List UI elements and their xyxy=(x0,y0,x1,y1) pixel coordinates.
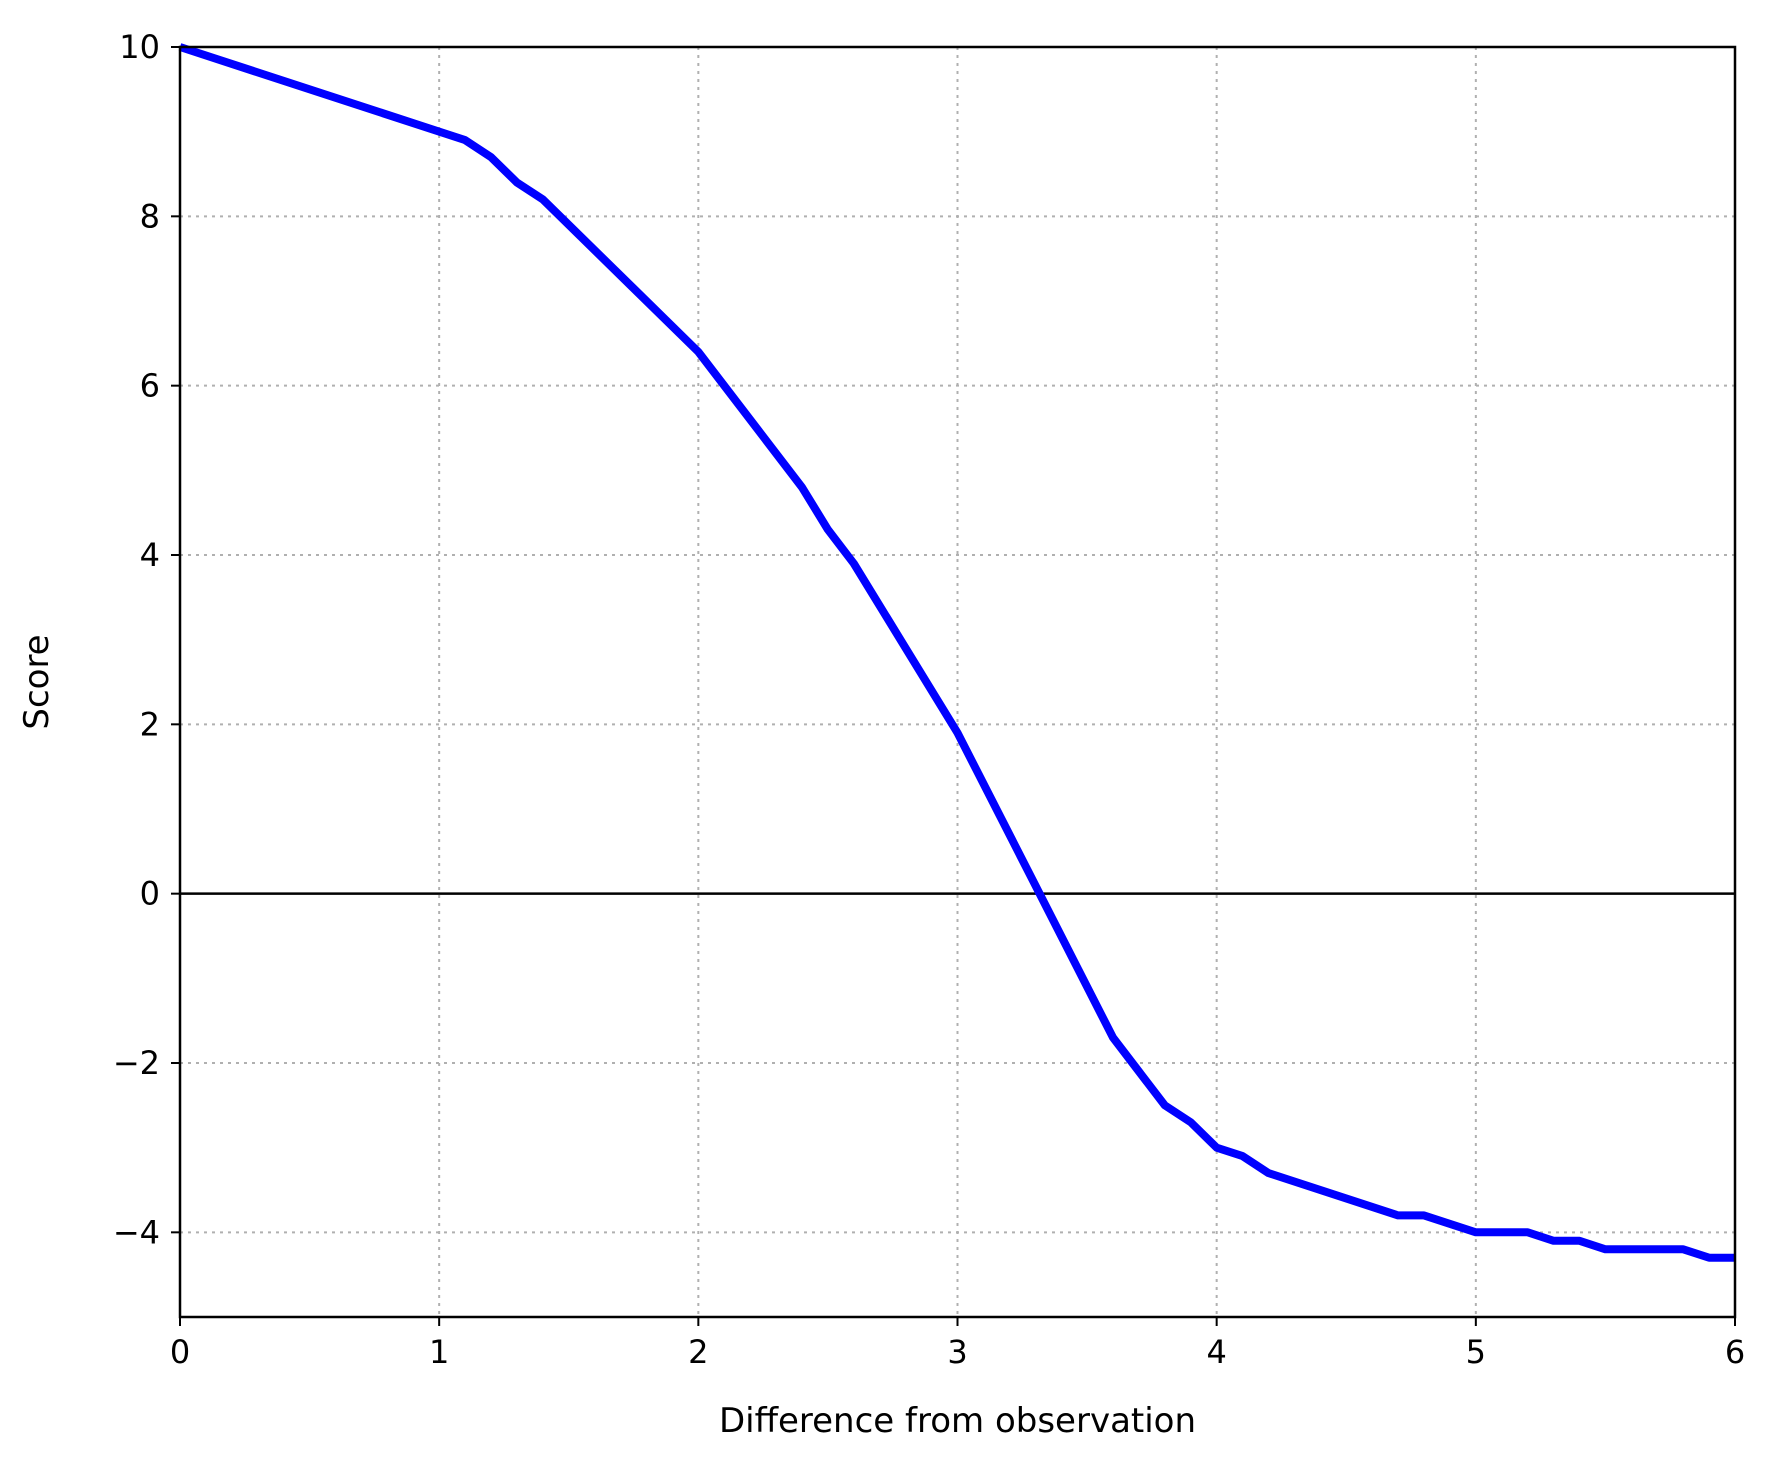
grid xyxy=(180,47,1735,1317)
axis-ticks: 0 1 2 3 4 5 6 −4 −2 0 2 4 6 8 10 xyxy=(113,28,1745,1371)
y-tick-label: 10 xyxy=(119,28,160,66)
y-tick-label: 6 xyxy=(140,367,160,405)
y-tick-label: 4 xyxy=(140,536,160,574)
x-axis-label: Difference from observation xyxy=(719,1401,1196,1441)
x-tick-label: 3 xyxy=(947,1333,967,1371)
x-tick-label: 6 xyxy=(1725,1333,1745,1371)
x-tick-label: 5 xyxy=(1466,1333,1486,1371)
x-tick-label: 2 xyxy=(688,1333,708,1371)
y-tick-label: −4 xyxy=(113,1213,160,1251)
y-axis-label: Score xyxy=(17,634,57,729)
x-tick-label: 0 xyxy=(170,1333,190,1371)
y-tick-label: 2 xyxy=(140,705,160,743)
series-group xyxy=(178,43,1735,1262)
series-line xyxy=(178,43,1735,1262)
x-tick-label: 4 xyxy=(1206,1333,1226,1371)
y-tick-label: −2 xyxy=(113,1044,160,1082)
x-tick-label: 1 xyxy=(429,1333,449,1371)
y-tick-label: 0 xyxy=(140,875,160,913)
y-tick-label: 8 xyxy=(140,197,160,235)
